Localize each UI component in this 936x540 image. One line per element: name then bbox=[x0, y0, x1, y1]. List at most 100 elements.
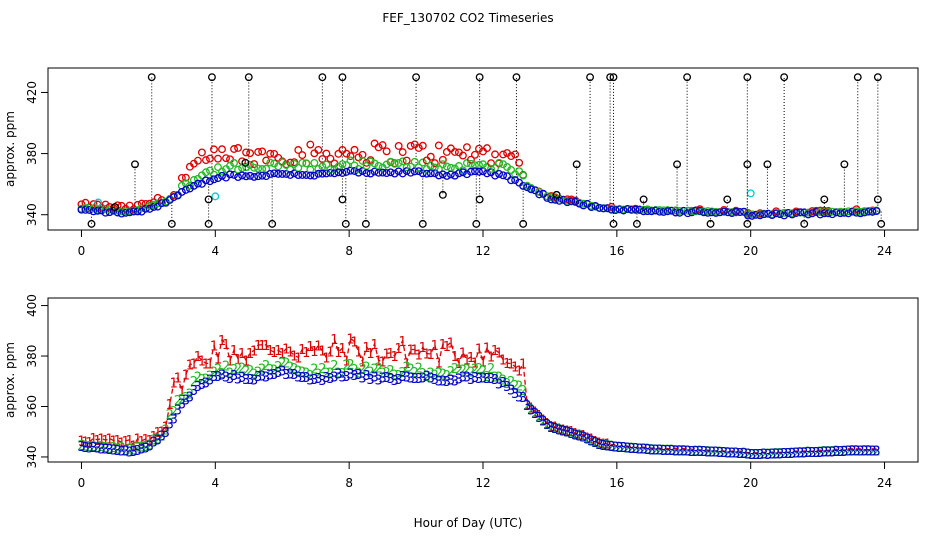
blue-point bbox=[475, 167, 483, 176]
series-2-point: 2 bbox=[652, 443, 660, 458]
blue-point bbox=[587, 203, 596, 212]
series-1-point: 1 bbox=[278, 347, 286, 362]
blue-point bbox=[756, 211, 765, 220]
series-2-point: 2 bbox=[688, 445, 696, 460]
series-2-point: 2 bbox=[603, 439, 611, 454]
series-2-point: 2 bbox=[391, 369, 399, 384]
green-point bbox=[338, 160, 347, 169]
x-tick-label: 16 bbox=[609, 476, 624, 490]
series-1-point: 1 bbox=[507, 358, 515, 373]
series-3-point: 3 bbox=[631, 442, 639, 457]
black-point bbox=[131, 160, 139, 169]
series-2-point: 2 bbox=[527, 403, 535, 418]
series-2-point: 2 bbox=[555, 423, 563, 438]
black-point bbox=[572, 160, 581, 169]
series-3-point: 3 bbox=[354, 368, 362, 383]
x-tick-label: 0 bbox=[78, 476, 86, 490]
blue-point bbox=[286, 171, 295, 179]
series-2-point: 2 bbox=[306, 369, 314, 384]
green-point bbox=[326, 165, 335, 174]
red-point bbox=[434, 141, 443, 150]
series-2-point: 2 bbox=[154, 432, 162, 447]
x-axis-label: Hour of Day (UTC) bbox=[414, 516, 523, 530]
series-2-point: 2 bbox=[109, 441, 117, 456]
red-point bbox=[499, 150, 508, 159]
green-point bbox=[234, 165, 243, 174]
series-3-point: 3 bbox=[652, 443, 660, 458]
series-3-point: 3 bbox=[117, 445, 125, 460]
series-2-point: 2 bbox=[696, 445, 704, 460]
series-2-point: 2 bbox=[800, 446, 808, 461]
series-3-point: 3 bbox=[81, 441, 89, 456]
series-3-point: 3 bbox=[278, 364, 286, 379]
blue-point bbox=[422, 169, 431, 178]
series-3-point: 3 bbox=[314, 372, 322, 387]
series-1-point: 1 bbox=[306, 340, 314, 355]
green-point bbox=[535, 188, 544, 196]
series-2-point: 2 bbox=[716, 445, 724, 460]
green-point bbox=[242, 163, 251, 171]
blue-point bbox=[181, 185, 190, 194]
series-2-point: 2 bbox=[724, 446, 732, 461]
red-point bbox=[214, 154, 222, 163]
series-2-point: 2 bbox=[748, 448, 756, 463]
red-point bbox=[467, 155, 475, 164]
blue-point bbox=[511, 176, 520, 185]
series-3-point: 3 bbox=[680, 445, 688, 460]
series-2-point: 2 bbox=[684, 444, 692, 459]
series-2-point: 2 bbox=[744, 448, 752, 463]
series-2-point: 2 bbox=[664, 443, 672, 458]
black-point bbox=[167, 219, 176, 228]
series-2-point: 2 bbox=[619, 441, 627, 456]
series-2-point: 2 bbox=[828, 445, 836, 460]
series-1-point: 1 bbox=[262, 339, 270, 354]
series-2-point: 2 bbox=[740, 447, 748, 462]
series-2-point: 2 bbox=[519, 384, 527, 399]
series-3-point: 3 bbox=[471, 371, 479, 386]
series-3-point: 3 bbox=[768, 447, 776, 462]
series-2-point: 2 bbox=[768, 447, 776, 462]
series-2-point: 2 bbox=[571, 428, 579, 443]
series-1-point: 1 bbox=[105, 433, 113, 448]
blue-point bbox=[655, 207, 664, 216]
series-3-point: 3 bbox=[772, 447, 780, 462]
series-1-point: 1 bbox=[85, 436, 93, 451]
series-3-point: 3 bbox=[704, 445, 712, 460]
series-1-point: 1 bbox=[158, 425, 166, 440]
blue-point bbox=[483, 169, 491, 178]
series-3-point: 3 bbox=[487, 372, 495, 387]
green-point bbox=[185, 181, 194, 190]
series-2-point: 2 bbox=[419, 367, 427, 382]
series-2-point: 2 bbox=[479, 365, 487, 380]
series-2-point: 2 bbox=[97, 440, 105, 455]
series-2-point: 2 bbox=[623, 441, 631, 456]
series-1-point: 1 bbox=[443, 340, 451, 355]
series-2-point: 2 bbox=[230, 363, 238, 378]
series-1-point: 1 bbox=[89, 432, 97, 447]
series-3-point: 3 bbox=[206, 373, 214, 388]
cyan-point bbox=[94, 198, 103, 207]
series-2-point: 2 bbox=[648, 443, 656, 458]
series-2-point: 2 bbox=[302, 366, 310, 381]
series-3-point: 3 bbox=[619, 441, 627, 456]
y-tick-label: 340 bbox=[25, 203, 39, 226]
series-1-point: 1 bbox=[439, 338, 447, 353]
series-2-point: 2 bbox=[447, 365, 455, 380]
series-3-point: 3 bbox=[298, 371, 306, 386]
black-point bbox=[87, 219, 96, 228]
series-1-point: 1 bbox=[226, 354, 234, 369]
series-1-point: 1 bbox=[190, 358, 198, 373]
green-point bbox=[519, 171, 528, 180]
blue-point bbox=[860, 208, 869, 217]
series-2-point: 2 bbox=[330, 359, 338, 374]
green-point bbox=[683, 206, 692, 215]
black-point bbox=[606, 73, 615, 82]
series-1-point: 1 bbox=[539, 413, 547, 428]
series-1-point: 1 bbox=[395, 342, 403, 357]
blue-point bbox=[627, 205, 636, 214]
series-2-point: 2 bbox=[266, 363, 274, 378]
series-1-point: 1 bbox=[334, 346, 342, 361]
red-point bbox=[314, 145, 323, 154]
blue-point bbox=[772, 209, 781, 218]
series-3-point: 3 bbox=[848, 445, 856, 460]
